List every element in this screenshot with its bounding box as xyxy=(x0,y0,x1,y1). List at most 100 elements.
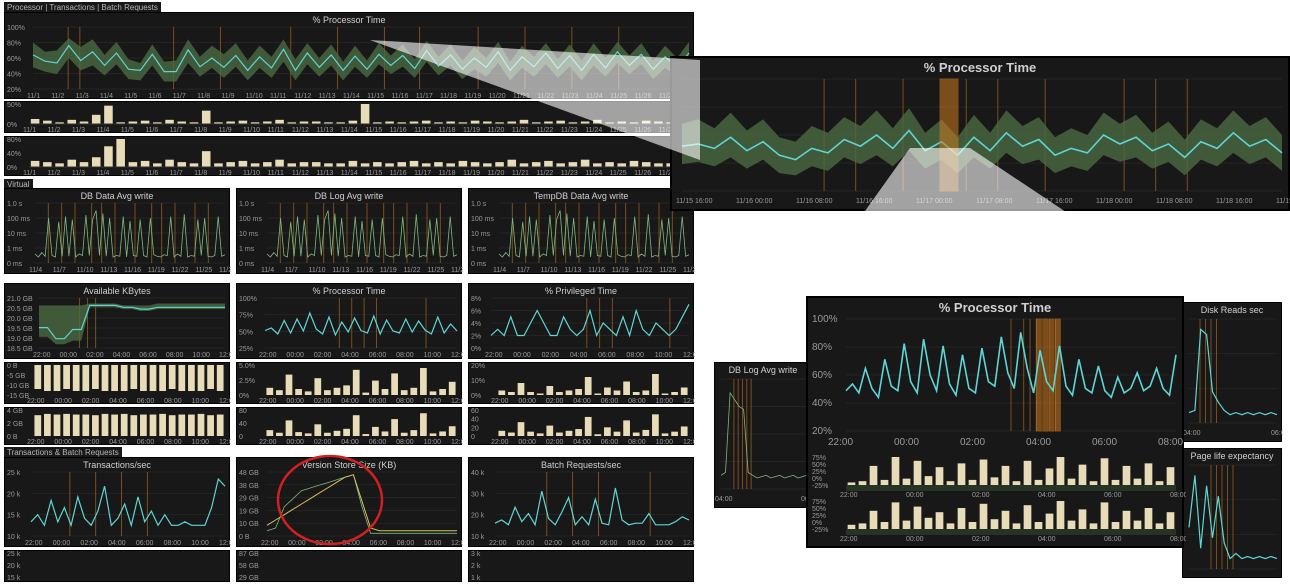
panel-mr3b[interactable]: 8040022:0000:0002:0004:0006:0008:0010:00… xyxy=(236,407,462,445)
svg-text:11/14: 11/14 xyxy=(343,93,360,100)
panel-lat2[interactable]: DB Log Avg write 1.0 s100 ms10 ms1 ms0 m… xyxy=(236,188,462,274)
svg-text:00:00: 00:00 xyxy=(906,536,924,543)
chart-mr3b: 8040022:0000:0002:0004:0006:0008:0010:00… xyxy=(237,408,463,446)
svg-text:5.0%: 5.0% xyxy=(239,363,255,370)
panel-mr2a[interactable]: 0 B-5 GB-10 GB-15 GB22:0000:0002:0004:00… xyxy=(4,362,230,404)
svg-text:02:00: 02:00 xyxy=(314,398,332,405)
chart-mr2c: 20%10%0%22:0000:0002:0004:0006:0008:0010… xyxy=(469,363,695,405)
svg-text:0 ms: 0 ms xyxy=(471,261,487,268)
panel-kbites[interactable]: Available KBytes 21.0 GB20.5 GB20.0 GB19… xyxy=(4,283,230,359)
svg-text:06:00: 06:00 xyxy=(369,439,387,446)
svg-text:11/7: 11/7 xyxy=(173,93,186,100)
chart-batch: 40 k30 k20 k10 k22:0000:0002:0004:0006:0… xyxy=(469,470,695,550)
svg-text:1 ms: 1 ms xyxy=(239,246,255,253)
svg-text:22:00: 22:00 xyxy=(259,398,277,405)
kbytes-title: Available KBytes xyxy=(5,284,229,296)
svg-text:100 ms: 100 ms xyxy=(471,216,494,223)
svg-text:00:00: 00:00 xyxy=(517,540,535,547)
svg-text:04:00: 04:00 xyxy=(715,496,733,503)
svg-text:06:00: 06:00 xyxy=(370,540,388,547)
svg-text:11/22: 11/22 xyxy=(536,127,553,134)
svg-text:20%: 20% xyxy=(7,87,21,94)
svg-text:19 GB: 19 GB xyxy=(239,508,259,515)
svg-text:19.5 GB: 19.5 GB xyxy=(7,326,33,333)
panel-bs1[interactable]: 25 k20 k15 k xyxy=(4,550,230,582)
panel-zoom2[interactable]: % Processor Time 100%80%60%40%20%22:0000… xyxy=(806,296,1184,548)
svg-text:11/3: 11/3 xyxy=(72,170,85,177)
panel-lat3[interactable]: TempDB Data Avg write 1.0 s100 ms10 ms1 … xyxy=(468,188,694,274)
svg-text:15 k: 15 k xyxy=(7,513,21,520)
svg-text:0%: 0% xyxy=(471,346,481,353)
svg-text:60: 60 xyxy=(471,408,479,415)
chart-mr3a: 4 GB2 GB0 B22:0000:0002:0004:0006:0008:0… xyxy=(5,408,231,446)
panel-lat1[interactable]: DB Data Avg write 1.0 s100 ms10 ms1 ms0 … xyxy=(4,188,230,274)
panel-priv[interactable]: % Privileged Time 8%6%4%2%0%22:0000:0002… xyxy=(468,283,694,359)
svg-text:11/17: 11/17 xyxy=(416,93,433,100)
panel-bs2[interactable]: 87 GB58 GB29 GB xyxy=(236,550,462,582)
panel-version[interactable]: Version Store Size (KB) 48 GB38 GB29 GB1… xyxy=(236,457,462,547)
svg-text:11/13: 11/13 xyxy=(564,267,581,274)
svg-text:75%: 75% xyxy=(812,455,826,462)
svg-text:1 ms: 1 ms xyxy=(7,246,23,253)
svg-text:60%: 60% xyxy=(812,370,832,381)
svg-text:11/8: 11/8 xyxy=(194,127,207,134)
svg-text:48 GB: 48 GB xyxy=(239,470,259,477)
panel-frag-r2[interactable]: Page life expectancy xyxy=(1182,448,1282,578)
svg-text:11/19: 11/19 xyxy=(380,267,397,274)
panel-mr3a[interactable]: 4 GB2 GB0 B22:0000:0002:0004:0006:0008:0… xyxy=(4,407,230,445)
svg-text:00:00: 00:00 xyxy=(286,352,304,359)
svg-text:02:00: 02:00 xyxy=(542,352,560,359)
svg-text:10:00: 10:00 xyxy=(424,352,442,359)
svg-text:11/16: 11/16 xyxy=(588,267,605,274)
svg-text:02:00: 02:00 xyxy=(544,540,562,547)
panel-bs3[interactable]: 3 k2 k1 k xyxy=(468,550,694,582)
svg-text:11/10: 11/10 xyxy=(243,170,260,177)
svg-text:0 B: 0 B xyxy=(7,434,18,441)
panel-mr3c[interactable]: 604020022:0000:0002:0004:0006:0008:0010:… xyxy=(468,407,694,445)
svg-text:0%: 0% xyxy=(7,122,17,129)
svg-text:100%: 100% xyxy=(239,296,257,303)
panel-mr2c[interactable]: 20%10%0%22:0000:0002:0004:0006:0008:0010… xyxy=(468,362,694,404)
svg-text:25%: 25% xyxy=(812,513,826,520)
svg-text:60%: 60% xyxy=(7,56,21,63)
svg-text:11/14: 11/14 xyxy=(341,127,358,134)
svg-text:0: 0 xyxy=(471,434,475,441)
svg-text:11/2: 11/2 xyxy=(47,127,60,134)
svg-text:22:00: 22:00 xyxy=(485,352,503,359)
svg-text:11/19: 11/19 xyxy=(463,127,480,134)
svg-text:00:00: 00:00 xyxy=(518,398,536,405)
zoom2-title: % Processor Time xyxy=(808,298,1182,315)
svg-text:08:00: 08:00 xyxy=(628,398,646,405)
svg-text:11/16: 11/16 xyxy=(391,93,408,100)
panel-proc-main[interactable]: % Processor Time 100%80%60%40%20%11/111/… xyxy=(4,12,694,99)
svg-text:1 k: 1 k xyxy=(471,575,481,582)
svg-text:11/17: 11/17 xyxy=(414,170,431,177)
svg-text:29 GB: 29 GB xyxy=(239,496,259,503)
panel-strip1[interactable]: 50%0%11/111/211/311/411/511/611/711/811/… xyxy=(4,101,694,133)
svg-text:11/15: 11/15 xyxy=(367,93,384,100)
svg-text:10:00: 10:00 xyxy=(656,439,674,446)
svg-text:00:00: 00:00 xyxy=(906,492,924,499)
panel-zoom1[interactable]: % Processor Time 11/15 16:0011/16 00:001… xyxy=(670,56,1290,211)
panel-trans[interactable]: Transactions/sec 25 k20 k15 k10 k22:0000… xyxy=(4,457,230,547)
svg-text:11/10: 11/10 xyxy=(77,267,94,274)
svg-text:11/16 00:00: 11/16 00:00 xyxy=(736,198,773,205)
panel-frag-left[interactable]: DB Log Avg write 04:0006:00 xyxy=(714,362,812,508)
svg-text:11/20: 11/20 xyxy=(489,93,506,100)
svg-text:04:00: 04:00 xyxy=(1038,492,1056,499)
frag-r2-title: Page life expectancy xyxy=(1183,449,1281,461)
panel-strip2[interactable]: 80%40%0%11/111/211/311/411/511/611/711/8… xyxy=(4,136,694,176)
svg-text:21.0 GB: 21.0 GB xyxy=(7,296,33,303)
svg-text:11/19: 11/19 xyxy=(148,267,165,274)
panel-frag-r1[interactable]: Disk Reads sec 04:0006:00 xyxy=(1182,302,1282,442)
svg-text:11/22: 11/22 xyxy=(536,170,553,177)
svg-text:22:00: 22:00 xyxy=(489,540,507,547)
chart-priv: 8%6%4%2%0%22:0000:0002:0004:0006:0008:00… xyxy=(469,296,695,362)
panel-mr2b[interactable]: 5.0%2.5%0%22:0000:0002:0004:0006:0008:00… xyxy=(236,362,462,404)
panel-batch[interactable]: Batch Requests/sec 40 k30 k20 k10 k22:00… xyxy=(468,457,694,547)
svg-text:11/15 16:00: 11/15 16:00 xyxy=(676,198,713,205)
svg-text:-25%: -25% xyxy=(812,527,828,534)
svg-text:11/1: 11/1 xyxy=(23,170,36,177)
panel-proc2[interactable]: % Processor Time 100%75%50%25%22:0000:00… xyxy=(236,283,462,359)
svg-text:10 ms: 10 ms xyxy=(7,231,27,238)
